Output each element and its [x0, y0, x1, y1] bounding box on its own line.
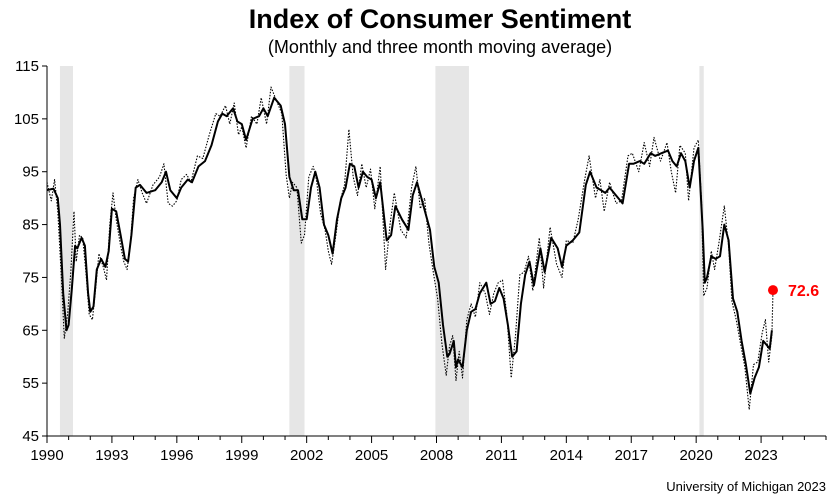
latest-value-label: 72.6 [788, 283, 819, 300]
source-note: University of Michigan 2023 [666, 479, 826, 494]
moving-average-line [46, 96, 773, 395]
y-tick-label-45: 45 [22, 428, 39, 445]
y-tick-label-95: 95 [22, 164, 39, 181]
monthly-series-line [46, 86, 774, 411]
recession-band-0 [59, 66, 73, 436]
x-tick-label-2002: 2002 [290, 447, 323, 464]
chart-title: Index of Consumer Sentiment [249, 4, 632, 34]
series-lines [46, 86, 774, 411]
recession-band-3 [699, 66, 704, 436]
y-tick-label-55: 55 [22, 375, 39, 392]
x-tick-label-1999: 1999 [225, 447, 258, 464]
x-tick-label-2008: 2008 [420, 447, 453, 464]
x-tick-label-1990: 1990 [30, 447, 63, 464]
y-tick-label-115: 115 [15, 58, 39, 75]
y-tick-label-105: 105 [14, 111, 39, 128]
y-tick-label-65: 65 [22, 322, 39, 339]
recession-band-1 [289, 66, 305, 436]
recession-band-2 [435, 66, 469, 436]
x-tick-label-1996: 1996 [160, 447, 193, 464]
y-tick-label-85: 85 [22, 217, 39, 234]
x-tick-label-1993: 1993 [95, 447, 128, 464]
chart-subtitle: (Monthly and three month moving average) [268, 37, 612, 57]
y-tick-label-75: 75 [22, 269, 39, 286]
x-tick-label-2005: 2005 [355, 447, 388, 464]
latest-value-marker: 72.6 [767, 283, 819, 300]
x-tick-label-2020: 2020 [679, 447, 712, 464]
x-tick-label-2017: 2017 [615, 447, 648, 464]
x-tick-label-2014: 2014 [550, 447, 583, 464]
chart-axes: 45 55 65 75 85 95 105 115 1990 1993 1996 1999 2002 20… [14, 58, 827, 464]
x-tick-label-2023: 2023 [744, 447, 777, 464]
latest-value-dot [767, 285, 778, 296]
recession-bands [59, 66, 704, 436]
x-tick-label-2011: 2011 [485, 447, 517, 464]
